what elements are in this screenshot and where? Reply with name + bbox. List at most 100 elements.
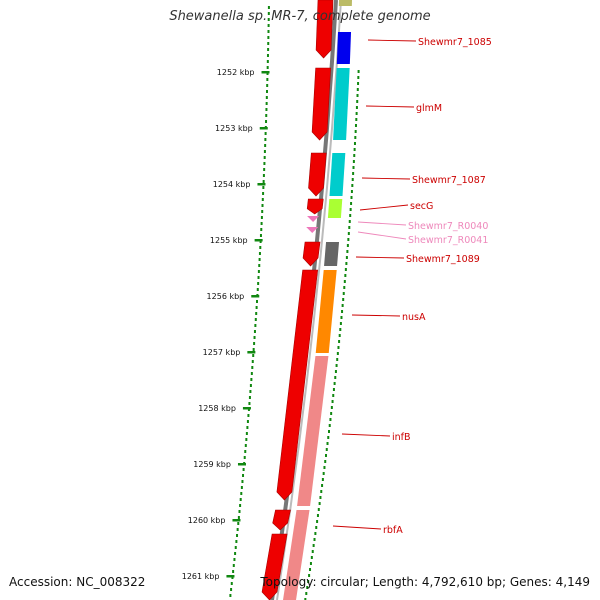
gc-dot	[327, 436, 330, 439]
gc-dot	[243, 456, 246, 459]
gc-dot	[352, 160, 355, 163]
gc-dot	[335, 364, 338, 367]
gc-dot	[351, 184, 354, 187]
gc-dot	[304, 598, 307, 600]
gc-dot	[338, 340, 341, 343]
cds-arrow	[302, 241, 321, 267]
gc-dot	[330, 412, 333, 415]
gc-dot	[315, 526, 318, 529]
gc-dot	[341, 304, 344, 307]
gc-dot	[352, 166, 355, 169]
gc-dot	[267, 30, 270, 33]
gc-dot	[258, 258, 261, 261]
gc-dot	[264, 144, 267, 147]
gc-dot	[252, 348, 255, 351]
gc-dot	[267, 12, 270, 15]
gc-dot	[250, 372, 253, 375]
gc-dot	[255, 312, 258, 315]
gc-dot	[343, 286, 346, 289]
scale-tick	[226, 575, 235, 578]
gc-dot	[262, 180, 265, 183]
gc-dot	[309, 568, 312, 571]
gc-dot	[261, 198, 264, 201]
gc-dot	[266, 54, 269, 57]
gc-dot	[346, 244, 349, 247]
gc-dot	[257, 282, 260, 285]
scale-ticks: 1252 kbp 1253 kbp 1254 kbp 1255 kbp 1256 kbp…	[182, 68, 270, 581]
gc-dot	[351, 178, 354, 181]
gc-dots-right	[304, 70, 360, 600]
gc-dot	[267, 42, 270, 45]
scale-tick	[237, 463, 246, 466]
gc-dot	[355, 112, 358, 115]
scale-tick-label: 1259 kbp	[193, 460, 231, 469]
gc-dot	[336, 358, 339, 361]
gc-dot	[337, 346, 340, 349]
gc-dot	[328, 424, 331, 427]
gc-dot	[267, 6, 270, 9]
gc-dot	[236, 528, 239, 531]
gc-dot	[308, 574, 311, 577]
gc-dot	[324, 460, 327, 463]
label-leader-line	[365, 105, 415, 108]
gc-dot	[312, 544, 315, 547]
gc-dot	[340, 316, 343, 319]
gc-dot	[356, 88, 359, 91]
gc-dot	[345, 262, 348, 265]
gc-dot	[260, 228, 263, 231]
gc-dot	[331, 400, 334, 403]
cog-segment	[333, 68, 350, 140]
map-title: Shewanella sp. MR-7, complete genome	[169, 9, 431, 24]
gc-dot	[316, 514, 319, 517]
gc-dot	[248, 402, 251, 405]
gc-dot	[245, 432, 248, 435]
gc-dot	[311, 550, 314, 553]
gc-dot	[265, 102, 268, 105]
scale-tick	[259, 127, 268, 130]
gc-dot	[247, 414, 250, 417]
gc-dot	[261, 210, 264, 213]
scale-tick-label: 1261 kbp	[182, 572, 220, 581]
gc-dot	[263, 162, 266, 165]
gene-label: Shewmr7_1087	[412, 175, 486, 186]
gene-label: rbfA	[383, 525, 403, 536]
gc-dot	[329, 418, 332, 421]
gc-dot	[259, 234, 262, 237]
gc-dot	[307, 580, 310, 583]
cog-segment	[338, 0, 352, 6]
scale-tick-label: 1252 kbp	[217, 68, 255, 77]
gc-dot	[256, 288, 259, 291]
gc-dot	[263, 150, 266, 153]
gc-dot	[266, 90, 269, 93]
gc-dot	[348, 226, 351, 229]
gc-dot	[242, 468, 245, 471]
gc-dots-left	[229, 6, 270, 597]
scale-tick-label: 1257 kbp	[203, 348, 241, 357]
gc-dot	[309, 562, 312, 565]
gc-dot	[325, 448, 328, 451]
cog-segment	[283, 510, 310, 600]
gc-dot	[248, 396, 251, 399]
cds-arrow	[272, 509, 291, 531]
gc-dot	[254, 318, 257, 321]
gc-dot	[254, 324, 257, 327]
cds-arrow	[261, 533, 288, 600]
scale-tick	[242, 407, 251, 410]
gene-label: nusA	[402, 312, 426, 323]
gc-dot	[236, 534, 239, 537]
cog-segment	[329, 153, 346, 196]
gene-label: infB	[392, 432, 411, 443]
gc-dot	[354, 124, 357, 127]
genome-stats-label: Topology: circular; Length: 4,792,610 bp…	[260, 575, 590, 589]
gc-dot	[262, 186, 265, 189]
gene-label: Shewmr7_R0041	[408, 235, 488, 246]
gc-dot	[263, 156, 266, 159]
gc-dot	[334, 376, 337, 379]
gc-dot	[265, 114, 268, 117]
cds-arrow	[306, 198, 324, 215]
gc-dot	[324, 454, 327, 457]
cog-segment	[336, 32, 352, 64]
gc-dot	[251, 366, 254, 369]
gc-dot	[253, 342, 256, 345]
scale-tick	[232, 519, 241, 522]
